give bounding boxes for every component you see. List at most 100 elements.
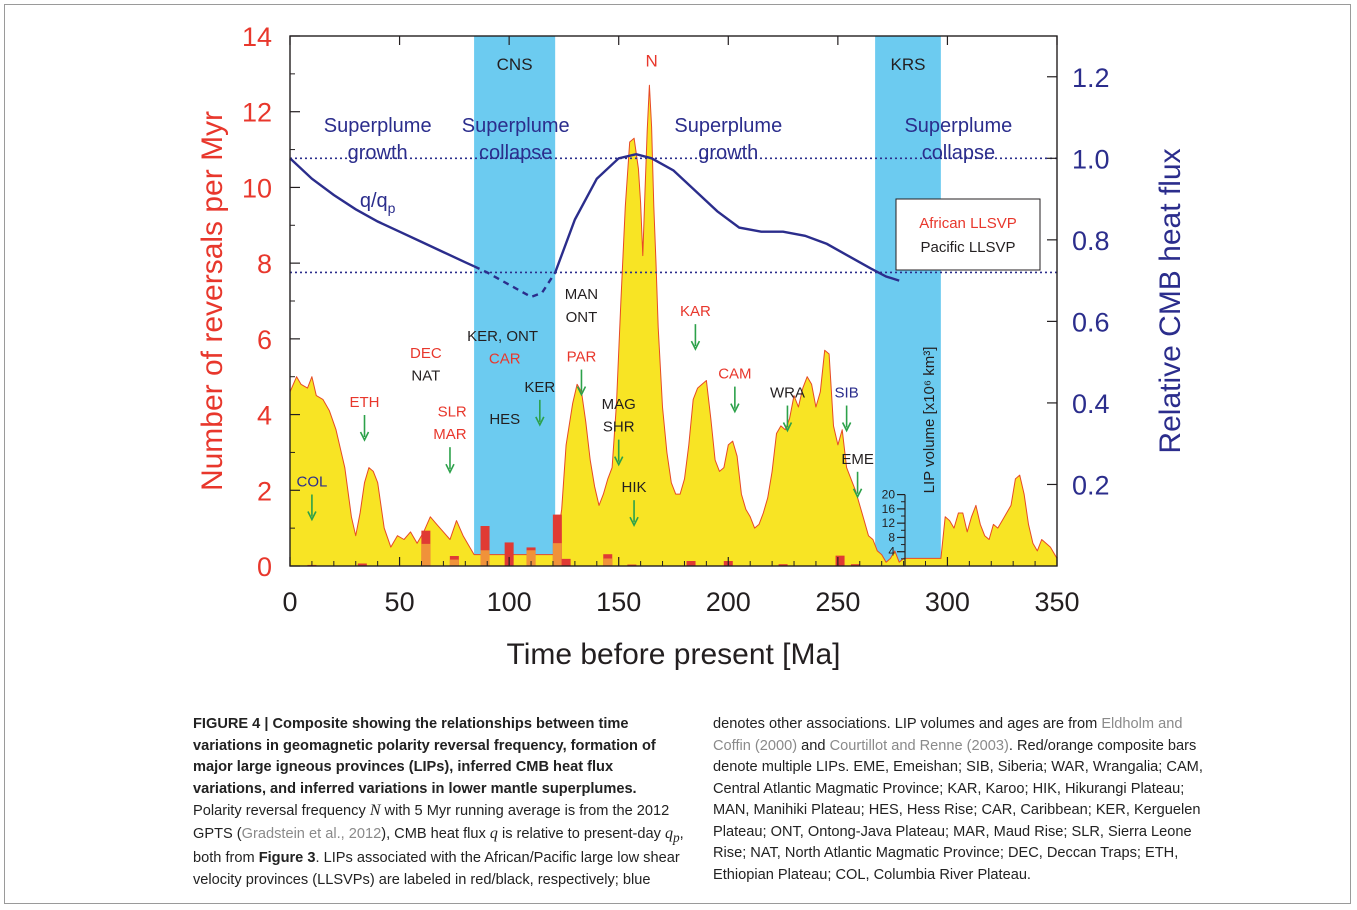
- lip-arrow-head-21: [852, 488, 863, 499]
- x-tick-label-1: 50: [385, 587, 415, 617]
- lip-bar-orange-6: [526, 550, 536, 566]
- phase-sublabel-3: collapse: [922, 142, 995, 164]
- legend-african: African LLSVP: [919, 215, 1017, 232]
- lip-bar-13: [778, 564, 788, 566]
- y-right-tick-label-1: 0.4: [1072, 389, 1110, 419]
- lip-label-ont-11: ONT: [566, 309, 598, 326]
- lip-label-col-0: COL: [296, 474, 327, 491]
- lip-label-hes-8: HES: [489, 411, 520, 428]
- caption-right-column: denotes other associations. LIP volumes …: [713, 714, 1208, 886]
- lip-arrow-head-15: [613, 456, 624, 467]
- lip-label-nat-3: NAT: [411, 368, 440, 385]
- lip-label-par-12: PAR: [567, 349, 597, 366]
- y-left-tick-label-0: 0: [257, 552, 272, 582]
- lip-bar-orange-3: [449, 559, 459, 566]
- band-label-cns: CNS: [497, 55, 533, 74]
- composite-chart: CNS KRS q/qp Superplume growth Superplume coll…: [196, 22, 1187, 671]
- figure-label: FIGURE 4 |: [193, 716, 273, 732]
- caption-text-2: with 5 Myr running average is from the 2…: [193, 803, 670, 842]
- lip-label-mar-5: MAR: [433, 426, 467, 443]
- lip-arrow-head-16: [629, 516, 639, 527]
- y-left-tick-label-7: 14: [242, 22, 272, 52]
- phase-label-3: Superplume: [904, 115, 1012, 137]
- lip-tick-label-1: 8: [888, 530, 895, 544]
- heat-flux-label: q/qp: [360, 190, 396, 216]
- reversal-frequency-area: [289, 84, 1058, 567]
- lip-bar-11: [686, 561, 696, 566]
- caption-text-r3: . Red/orange composite bars denote multi…: [713, 737, 1203, 883]
- lip-bar-orange-9: [603, 558, 613, 566]
- lip-arrow-head-20: [841, 422, 852, 433]
- caption-text-r2: and: [797, 737, 830, 754]
- lip-arrow-head-5: [445, 463, 455, 474]
- reference-link-eldholm[interactable]: Eldholm and Coffin (2000): [713, 716, 1183, 754]
- symbol-qp: qp: [665, 825, 680, 845]
- lip-volume-axis-label: LIP volume [x10⁶ km³]: [921, 347, 938, 494]
- lip-bar-15: [850, 564, 860, 566]
- x-tick-label-6: 300: [925, 587, 970, 617]
- caption-text-r1: denotes other associations. LIP volumes …: [713, 716, 1102, 732]
- phase-sublabel-0: growth: [348, 142, 408, 164]
- y-left-tick-label-1: 2: [257, 476, 272, 506]
- figure-3-link[interactable]: Figure 3: [258, 850, 316, 867]
- phase-label-2: Superplume: [674, 115, 782, 137]
- x-tick-label-3: 150: [596, 587, 641, 617]
- phase-sublabel-1: collapse: [479, 142, 552, 164]
- lip-bar-1: [357, 563, 367, 566]
- phase-label-0: Superplume: [324, 115, 432, 137]
- band-cns: [474, 36, 556, 566]
- lip-label-eth-1: ETH: [350, 394, 380, 411]
- caption-left-column: FIGURE 4 | Composite showing the relatio…: [193, 714, 688, 891]
- caption-text-5: , both from: [193, 825, 684, 867]
- lip-bar-orange-2: [421, 543, 431, 566]
- lip-arrow-head-18: [730, 403, 740, 414]
- reference-link-gradstein[interactable]: Gradstein et al., 2012: [241, 825, 382, 842]
- lip-label-man-10: MAN: [565, 286, 598, 303]
- legend-pacific: Pacific LLSVP: [920, 239, 1015, 256]
- lip-bar-10: [627, 564, 637, 566]
- symbol-n: N: [369, 802, 381, 819]
- lip-label-n-13: N: [645, 51, 657, 70]
- lip-label-wra-19: WRA: [770, 385, 805, 402]
- y-right-tick-label-3: 0.8: [1072, 226, 1110, 256]
- lip-tick-label-3: 16: [882, 502, 896, 516]
- band-krs: [875, 36, 941, 566]
- lip-arrow-head-9: [535, 416, 545, 427]
- lip-label-mag-14: MAG: [602, 396, 636, 413]
- lip-arrow-head-1: [359, 431, 370, 442]
- lip-label-kar-17: KAR: [680, 303, 711, 320]
- lip-bar-7: [552, 514, 562, 566]
- lip-bar-8: [561, 558, 571, 566]
- lip-label-slr-4: SLR: [438, 403, 467, 420]
- y-right-tick-label-4: 1.0: [1072, 144, 1110, 174]
- x-tick-label-5: 250: [815, 587, 860, 617]
- lip-label-car-7: CAR: [489, 350, 521, 367]
- lip-label-ker-9: KER: [524, 379, 555, 396]
- x-tick-label-7: 350: [1034, 587, 1079, 617]
- lip-label-cam-18: CAM: [718, 366, 751, 383]
- heat-flux-curve: [289, 157, 475, 268]
- phase-label-1: Superplume: [462, 115, 570, 137]
- lip-tick-label-0: 4: [888, 545, 895, 559]
- symbol-qp-sub: p: [673, 829, 680, 845]
- y-left-axis-label: Number of reversals per Myr: [196, 111, 229, 491]
- lip-arrow-head-12: [576, 386, 587, 397]
- caption-text-1: Polarity reversal frequency: [193, 803, 370, 819]
- band-label-krs: KRS: [890, 55, 925, 74]
- lip-bar-4: [480, 526, 490, 566]
- lip-bar-orange-7: [552, 543, 562, 566]
- phase-sublabel-2: growth: [698, 142, 758, 164]
- lip-tick-label-4: 20: [882, 488, 896, 502]
- lip-label-dec-2: DEC: [410, 345, 442, 362]
- legend-box: [895, 198, 1041, 271]
- x-tick-label-4: 200: [706, 587, 751, 617]
- heat-flux-label-subscript: p: [388, 200, 396, 216]
- figure-frame: [4, 4, 1351, 904]
- lip-arrow-head-0: [307, 511, 317, 522]
- caption-text-3: ), CMB heat flux: [381, 825, 490, 842]
- lip-label-hik-16: HIK: [622, 479, 647, 496]
- x-tick-label-0: 0: [282, 587, 297, 617]
- reference-link-courtillot[interactable]: Courtillot and Renne (2003): [829, 737, 1009, 754]
- symbol-q: q: [489, 824, 498, 842]
- lip-arrow-head-19: [782, 422, 793, 433]
